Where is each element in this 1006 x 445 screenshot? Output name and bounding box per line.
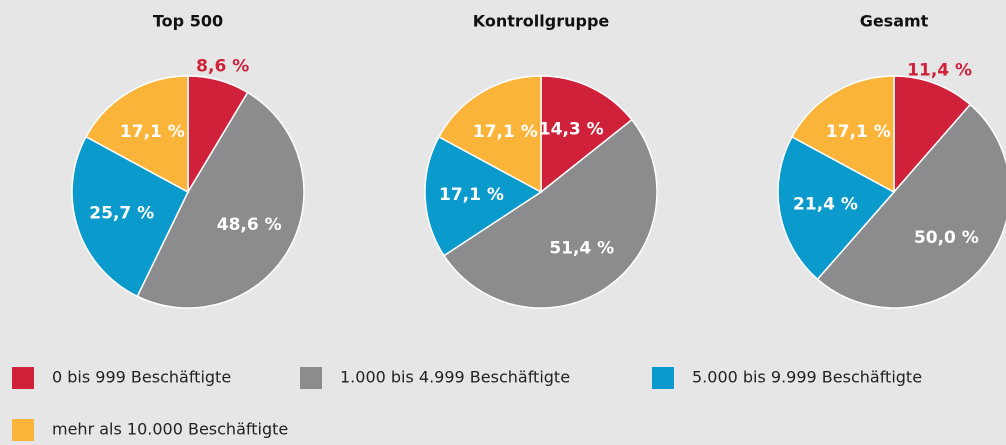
pie-slice bbox=[790, 75, 895, 194]
pie-slice bbox=[136, 91, 305, 309]
data-label: 14,3 % bbox=[539, 119, 604, 139]
pie-slice bbox=[777, 135, 896, 281]
chart-title: Top 500 bbox=[153, 12, 223, 31]
data-label: 21,4 % bbox=[793, 194, 858, 214]
chart-title: Gesamt bbox=[860, 12, 929, 31]
legend-label: 1.000 bis 4.999 Beschäftigte bbox=[340, 368, 570, 387]
pie-slice bbox=[893, 75, 972, 195]
data-label: 17,1 % bbox=[826, 122, 891, 142]
data-label: 17,1 % bbox=[439, 185, 504, 205]
data-label: 8,6 % bbox=[196, 57, 249, 77]
data-label: 25,7 % bbox=[89, 203, 154, 223]
pie-slice bbox=[540, 75, 633, 194]
legend-label: 5.000 bis 9.999 Beschäftigte bbox=[692, 368, 922, 387]
legend-swatch bbox=[652, 367, 674, 389]
data-label: 50,0 % bbox=[914, 228, 979, 248]
data-label: 17,1 % bbox=[473, 122, 538, 142]
legend-label: 0 bis 999 Beschäftigte bbox=[52, 368, 231, 387]
legend-label: mehr als 10.000 Beschäftigte bbox=[52, 420, 288, 439]
pie-slice bbox=[437, 75, 542, 194]
pie-slice bbox=[424, 135, 543, 257]
pie-slice bbox=[442, 118, 658, 309]
legend-swatch bbox=[12, 419, 34, 441]
data-label: 51,4 % bbox=[549, 238, 614, 258]
data-label: 17,1 % bbox=[120, 122, 185, 142]
legend-swatch bbox=[300, 367, 322, 389]
pie-slice bbox=[816, 103, 1006, 309]
legend-swatch bbox=[12, 367, 34, 389]
data-label: 11,4 % bbox=[907, 60, 972, 80]
pie-slice bbox=[84, 75, 189, 194]
data-label: 48,6 % bbox=[217, 215, 282, 235]
chart-title: Kontrollgruppe bbox=[473, 12, 610, 31]
